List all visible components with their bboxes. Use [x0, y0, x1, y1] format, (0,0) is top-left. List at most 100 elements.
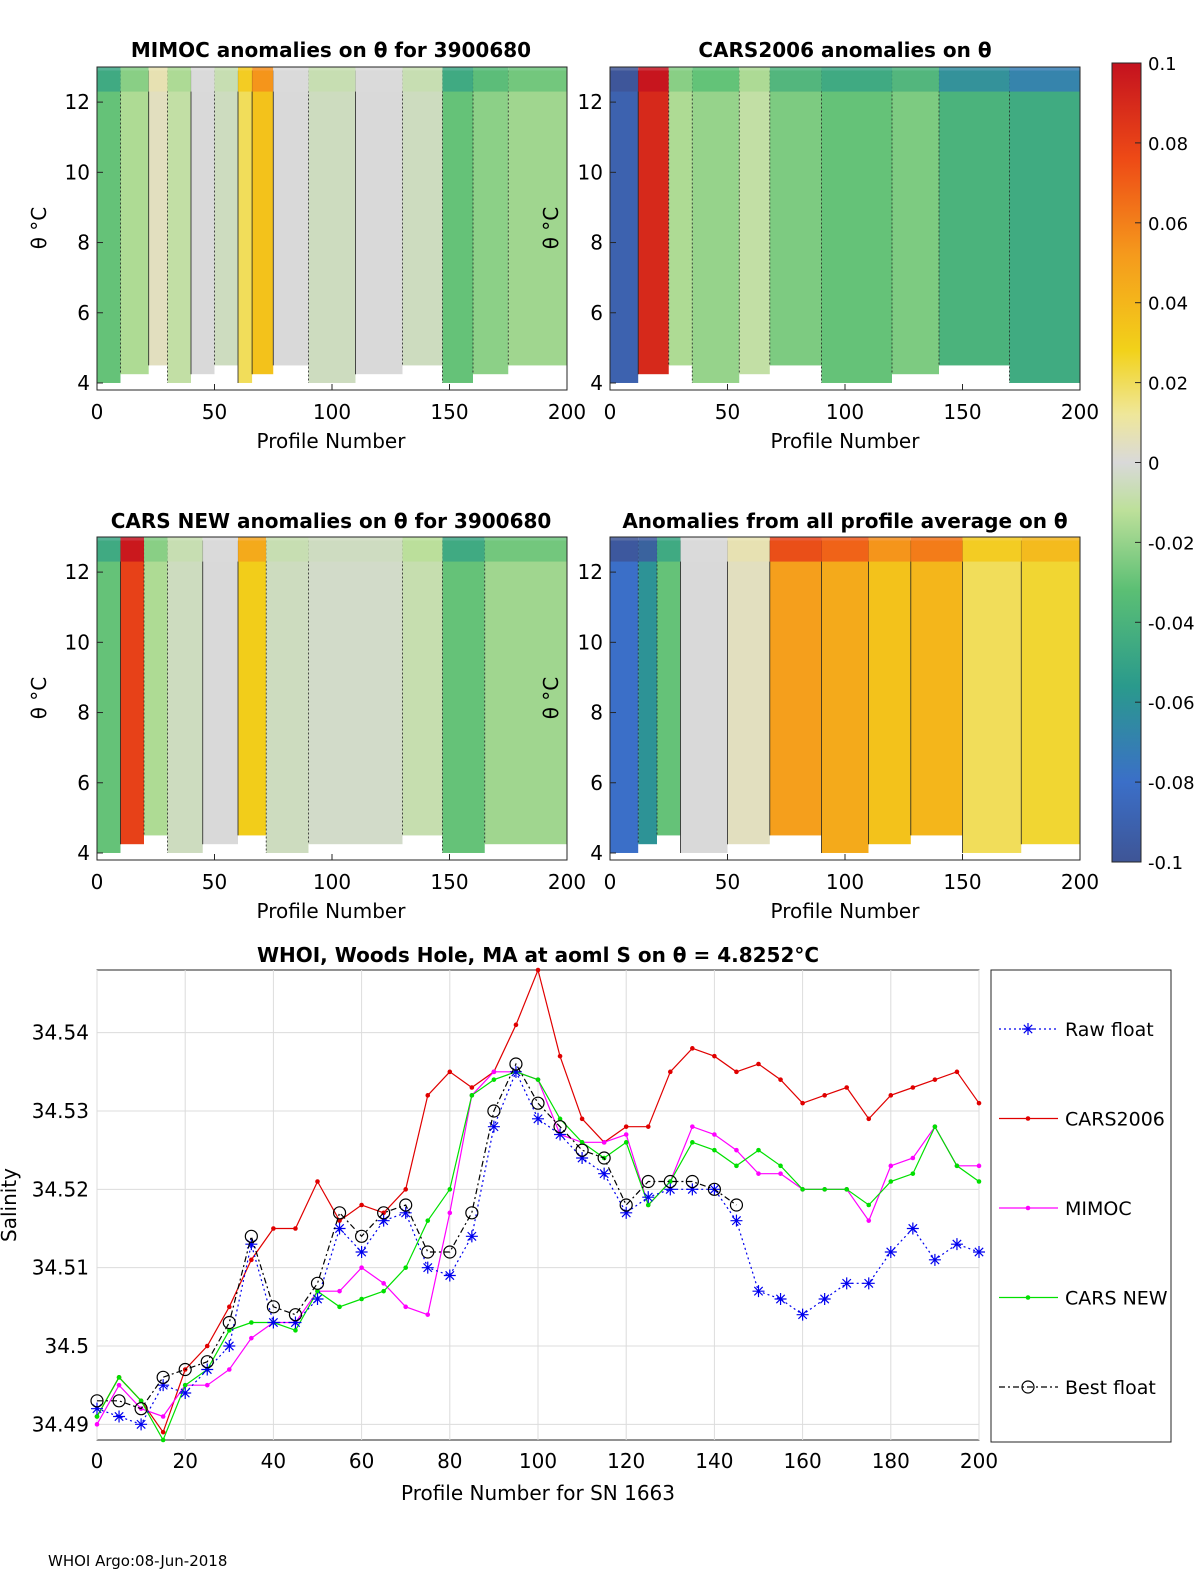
heatmap-surface-band	[484, 537, 567, 562]
x-tick-label: 100	[826, 870, 864, 894]
data-point	[425, 1218, 431, 1223]
heatmap-panel-cars2006: CARS2006 anomalies on θ 0 50 100 150 2004681…	[539, 38, 1099, 453]
heatmap-surface-band	[144, 537, 168, 562]
data-point	[535, 967, 541, 973]
heatmap-surface-band	[739, 67, 770, 92]
data-point	[355, 1229, 369, 1243]
data-point	[866, 1218, 872, 1223]
data-point	[288, 1308, 303, 1322]
data-point	[734, 1069, 739, 1075]
data-point	[535, 1077, 541, 1082]
x-tick-label: 200	[548, 870, 586, 894]
x-tick-label: 80	[437, 1449, 462, 1473]
data-point	[623, 1132, 629, 1137]
data-point	[579, 1140, 585, 1145]
data-point	[267, 1316, 280, 1329]
data-point	[910, 1171, 916, 1176]
data-point	[932, 1124, 938, 1129]
heatmap-band	[167, 70, 191, 383]
legend-label: CARS2006	[1065, 1109, 1165, 1131]
heatmap-band	[402, 540, 443, 836]
heatmap-band	[638, 70, 669, 375]
data-point	[465, 1230, 478, 1243]
data-point	[778, 1077, 783, 1082]
data-point	[822, 1093, 827, 1098]
heatmap-band	[266, 540, 309, 853]
data-point	[888, 1179, 894, 1184]
data-point	[778, 1163, 783, 1169]
data-point	[204, 1343, 210, 1349]
data-point	[954, 1163, 960, 1169]
data-point	[730, 1214, 743, 1227]
data-point	[685, 1174, 699, 1189]
heatmap-band	[508, 70, 567, 366]
x-tick-label: 40	[261, 1449, 286, 1473]
data-point	[204, 1382, 210, 1388]
y-tick-label: 10	[65, 630, 90, 654]
y-axis-label: Salinity	[0, 1168, 21, 1242]
data-point	[359, 1296, 364, 1302]
heatmap-surface-band	[473, 67, 509, 92]
data-point	[116, 1382, 122, 1388]
data-point	[160, 1437, 166, 1443]
data-point	[756, 1147, 761, 1153]
data-point	[575, 1143, 589, 1157]
legend-label: Raw float	[1065, 1019, 1154, 1041]
heatmap-surface-band	[821, 67, 892, 92]
heatmap-band	[191, 70, 215, 375]
data-point	[94, 1422, 100, 1427]
data-point	[690, 1124, 695, 1129]
heatmap-band	[739, 70, 770, 375]
data-point	[465, 1206, 479, 1220]
heatmap-surface-band	[1009, 67, 1080, 92]
heatmap-band	[610, 70, 639, 383]
data-point	[840, 1277, 853, 1290]
colorbar-tick-label: 0	[1148, 454, 1159, 475]
data-point	[381, 1281, 386, 1286]
x-tick-label: 150	[943, 400, 981, 424]
colorbar: 0.1 0.08 0.06 0.04 0.02 0 -0.02 -0.04 -0.06 -0.08…	[1111, 54, 1195, 874]
heatmap-band	[355, 70, 403, 375]
data-point	[597, 1151, 611, 1165]
data-point	[756, 1171, 761, 1176]
heatmap-surface-band	[680, 537, 728, 562]
x-tick-label: 50	[715, 400, 740, 424]
data-point	[249, 1320, 254, 1325]
x-tick-label: 0	[91, 400, 104, 424]
data-point	[491, 1069, 497, 1075]
heatmap-surface-band	[638, 537, 657, 562]
x-tick-label: 0	[91, 1449, 104, 1473]
heatmap-band	[273, 70, 309, 366]
heatmap-surface-band	[692, 67, 740, 92]
data-point	[399, 1198, 413, 1212]
x-tick-label: 0	[604, 400, 617, 424]
y-tick-label: 12	[578, 560, 603, 584]
legend-item: Raw float	[999, 1019, 1154, 1041]
data-point	[447, 1069, 453, 1075]
data-point	[729, 1198, 744, 1212]
heatmap-surface-band	[148, 67, 168, 92]
data-point	[487, 1120, 500, 1133]
heatmap-surface-band	[355, 67, 403, 92]
y-tick-label: 34.5	[44, 1334, 89, 1358]
data-point	[976, 1163, 982, 1169]
y-tick-label: 34.54	[32, 1021, 89, 1045]
y-tick-label: 12	[65, 90, 90, 114]
data-point	[249, 1335, 254, 1341]
data-point	[403, 1265, 409, 1270]
data-point	[403, 1304, 409, 1310]
data-point	[513, 1022, 519, 1028]
data-point	[156, 1370, 170, 1384]
legend-label: CARS NEW	[1065, 1288, 1168, 1310]
data-point	[664, 1183, 677, 1196]
heatmap-surface-band	[727, 537, 770, 562]
data-point	[796, 1308, 809, 1321]
series-raw-float	[91, 1065, 985, 1431]
data-point	[950, 1238, 963, 1251]
x-tick-label: 100	[313, 870, 351, 894]
y-tick-label: 8	[77, 231, 90, 255]
heatmap-surface-band	[238, 537, 267, 562]
data-point	[157, 1379, 170, 1392]
heatmap-band	[769, 540, 822, 836]
data-point	[443, 1245, 457, 1259]
